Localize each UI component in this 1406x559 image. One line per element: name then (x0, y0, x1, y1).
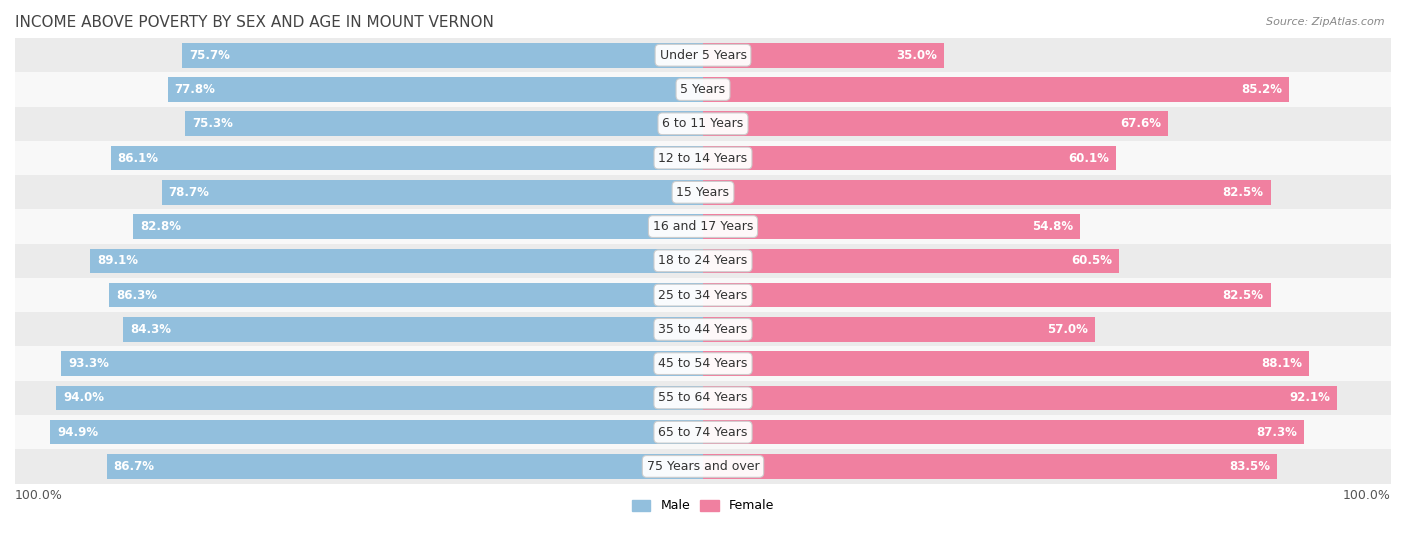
Text: 60.1%: 60.1% (1069, 151, 1109, 164)
Bar (703, 283, 1271, 307)
Text: 75.7%: 75.7% (188, 49, 231, 61)
Bar (703, 180, 1271, 205)
Text: 78.7%: 78.7% (169, 186, 209, 199)
Bar (15, 347, 1391, 381)
Text: 75 Years and over: 75 Years and over (647, 460, 759, 473)
Text: 15 Years: 15 Years (676, 186, 730, 199)
Text: Under 5 Years: Under 5 Years (659, 49, 747, 61)
Text: 25 to 34 Years: 25 to 34 Years (658, 288, 748, 302)
Text: 92.1%: 92.1% (1289, 391, 1330, 404)
Bar (703, 317, 1095, 342)
Text: 94.0%: 94.0% (63, 391, 104, 404)
Bar (56, 386, 703, 410)
Text: 45 to 54 Years: 45 to 54 Years (658, 357, 748, 370)
Bar (703, 43, 943, 68)
Bar (15, 415, 1391, 449)
Bar (703, 420, 1303, 444)
Text: 16 and 17 Years: 16 and 17 Years (652, 220, 754, 233)
Text: 67.6%: 67.6% (1121, 117, 1161, 130)
Bar (15, 312, 1391, 347)
Bar (90, 249, 703, 273)
Text: 86.3%: 86.3% (117, 288, 157, 302)
Bar (51, 420, 703, 444)
Text: 88.1%: 88.1% (1261, 357, 1302, 370)
Bar (111, 146, 703, 170)
Text: 89.1%: 89.1% (97, 254, 138, 267)
Bar (703, 351, 1309, 376)
Text: 60.5%: 60.5% (1071, 254, 1112, 267)
Text: 82.5%: 82.5% (1223, 288, 1264, 302)
Text: 54.8%: 54.8% (1032, 220, 1073, 233)
Text: 84.3%: 84.3% (129, 323, 172, 336)
Text: 86.7%: 86.7% (114, 460, 155, 473)
Bar (110, 283, 703, 307)
Text: 65 to 74 Years: 65 to 74 Years (658, 425, 748, 439)
Bar (186, 111, 703, 136)
Bar (15, 381, 1391, 415)
Bar (703, 249, 1119, 273)
Bar (107, 454, 703, 479)
Text: 86.1%: 86.1% (118, 151, 159, 164)
Text: 35.0%: 35.0% (896, 49, 936, 61)
Text: 94.9%: 94.9% (58, 425, 98, 439)
Text: 93.3%: 93.3% (67, 357, 108, 370)
Bar (15, 38, 1391, 72)
Bar (15, 210, 1391, 244)
Bar (703, 386, 1337, 410)
Text: Source: ZipAtlas.com: Source: ZipAtlas.com (1267, 17, 1385, 27)
Bar (162, 180, 703, 205)
Text: 35 to 44 Years: 35 to 44 Years (658, 323, 748, 336)
Text: 85.2%: 85.2% (1241, 83, 1282, 96)
Text: INCOME ABOVE POVERTY BY SEX AND AGE IN MOUNT VERNON: INCOME ABOVE POVERTY BY SEX AND AGE IN M… (15, 15, 494, 30)
Bar (15, 278, 1391, 312)
Bar (703, 77, 1289, 102)
Bar (15, 449, 1391, 484)
Text: 55 to 64 Years: 55 to 64 Years (658, 391, 748, 404)
Text: 12 to 14 Years: 12 to 14 Years (658, 151, 748, 164)
Text: 82.8%: 82.8% (141, 220, 181, 233)
Text: 100.0%: 100.0% (1343, 489, 1391, 501)
Bar (703, 214, 1080, 239)
Bar (703, 454, 1278, 479)
Bar (703, 111, 1168, 136)
Legend: Male, Female: Male, Female (627, 494, 779, 518)
Text: 82.5%: 82.5% (1223, 186, 1264, 199)
Text: 83.5%: 83.5% (1230, 460, 1271, 473)
Text: 77.8%: 77.8% (174, 83, 215, 96)
Bar (60, 351, 703, 376)
Bar (134, 214, 703, 239)
Bar (15, 72, 1391, 107)
Text: 75.3%: 75.3% (191, 117, 232, 130)
Bar (703, 146, 1116, 170)
Text: 6 to 11 Years: 6 to 11 Years (662, 117, 744, 130)
Bar (15, 175, 1391, 210)
Bar (15, 244, 1391, 278)
Text: 100.0%: 100.0% (15, 489, 63, 501)
Bar (167, 77, 703, 102)
Text: 5 Years: 5 Years (681, 83, 725, 96)
Text: 87.3%: 87.3% (1256, 425, 1296, 439)
Bar (15, 107, 1391, 141)
Text: 57.0%: 57.0% (1047, 323, 1088, 336)
Bar (15, 141, 1391, 175)
Bar (183, 43, 703, 68)
Text: 18 to 24 Years: 18 to 24 Years (658, 254, 748, 267)
Bar (122, 317, 703, 342)
